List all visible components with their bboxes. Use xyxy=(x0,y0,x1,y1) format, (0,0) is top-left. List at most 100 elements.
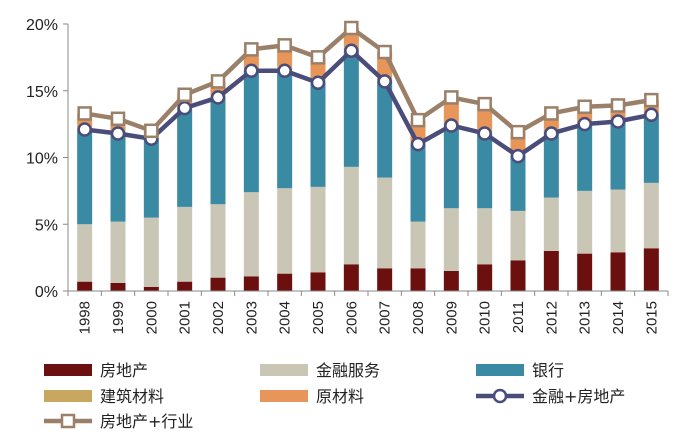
bar-segment xyxy=(543,250,559,291)
bar-segment xyxy=(243,276,259,291)
x-tick-label: 2004 xyxy=(277,301,294,334)
bar-segment xyxy=(377,177,393,269)
x-tick-label: 2011 xyxy=(510,301,527,333)
legend-swatch xyxy=(260,364,308,376)
line-point xyxy=(644,107,659,123)
line-point xyxy=(210,90,226,105)
x-tick-label: 2003 xyxy=(243,301,260,334)
y-tick-label: 5% xyxy=(35,217,58,234)
x-tick-label: 2008 xyxy=(410,301,427,334)
bar-segment xyxy=(377,268,393,291)
bar-segment xyxy=(177,206,193,282)
line-point xyxy=(544,106,559,121)
legend-label: 建筑材料 xyxy=(100,387,164,406)
legend-marker-icon xyxy=(60,413,76,429)
series-line xyxy=(84,48,652,159)
x-tick-label: 2012 xyxy=(543,301,560,334)
line-point xyxy=(177,87,192,103)
bar-segment xyxy=(77,129,93,225)
line-point xyxy=(310,50,326,65)
series-line xyxy=(84,25,652,135)
line-point xyxy=(344,20,359,36)
bar-segment xyxy=(477,105,493,130)
y-tick-label: 10% xyxy=(26,151,58,168)
legend-label: 房地产+行业 xyxy=(100,412,193,431)
line-point xyxy=(544,126,559,141)
x-tick-label: 2001 xyxy=(177,301,194,334)
line-point xyxy=(610,114,626,129)
line-point xyxy=(577,99,592,115)
line-point xyxy=(210,74,226,89)
bar-segment xyxy=(310,186,326,273)
bar-segment xyxy=(277,72,293,189)
bar-segment xyxy=(177,109,193,207)
line-point xyxy=(110,126,126,141)
y-tick-label: 15% xyxy=(26,84,58,101)
bar-segment xyxy=(643,182,659,249)
bar-segment xyxy=(610,189,626,253)
bar-segment xyxy=(343,50,359,167)
line-point xyxy=(477,126,492,141)
bar-segment xyxy=(543,197,559,251)
legend-label: 房地产 xyxy=(100,361,148,380)
axes-layer: 0% 5% 10% 15% 20% 1998 1999 2000 2001 2002 2003 200… xyxy=(26,17,669,334)
line-point xyxy=(644,92,659,108)
line-point xyxy=(510,148,526,164)
legend-swatch xyxy=(260,390,308,402)
bar-segment xyxy=(310,82,326,187)
line-point xyxy=(444,90,459,105)
bar-segment xyxy=(643,248,659,291)
x-tick-label: 2006 xyxy=(343,301,360,334)
line-point xyxy=(610,98,626,113)
legend-label: 金融+房地产 xyxy=(532,387,625,406)
line-point xyxy=(144,123,159,139)
bar-segment xyxy=(143,286,159,291)
line-point xyxy=(110,111,126,127)
line-point xyxy=(477,96,492,112)
line-point xyxy=(177,100,192,116)
legend-label: 银行 xyxy=(532,361,564,380)
y-tick-label: 0% xyxy=(35,284,58,301)
bar-segment xyxy=(77,224,93,282)
legend-swatch xyxy=(476,364,524,376)
bar-segment xyxy=(277,273,293,291)
x-tick-label: 2007 xyxy=(377,301,394,334)
bar-segment xyxy=(243,70,259,193)
bar-segment xyxy=(143,217,159,287)
legend-swatch xyxy=(44,390,92,402)
bar-segment xyxy=(577,253,593,291)
bar-segment xyxy=(410,144,426,222)
legend-label: 原材料 xyxy=(316,387,364,406)
bar-segment xyxy=(110,133,126,222)
x-tick-label: 1998 xyxy=(77,301,94,334)
bar-segment xyxy=(243,192,259,277)
bar-segment xyxy=(210,204,226,278)
x-tick-label: 2002 xyxy=(210,301,227,334)
line-point xyxy=(277,63,292,78)
bar-segment xyxy=(510,210,526,261)
bar-segment xyxy=(310,272,326,291)
bar-segment xyxy=(210,277,226,291)
bar-segment xyxy=(477,133,493,209)
lines-layer xyxy=(77,20,659,164)
bar-segment xyxy=(477,208,493,265)
bar-segment xyxy=(110,282,126,291)
bar-segment xyxy=(77,281,93,291)
bar-segment xyxy=(577,190,593,254)
bar-segment xyxy=(577,124,593,191)
bar-segment xyxy=(377,81,393,178)
line-point xyxy=(77,106,92,121)
line-point xyxy=(244,42,259,57)
bar-segment xyxy=(610,252,626,291)
x-tick-label: 2015 xyxy=(643,301,660,334)
x-tick-label: 2009 xyxy=(443,301,460,334)
legend-marker-icon xyxy=(492,388,508,404)
x-tick-label: 2010 xyxy=(477,301,494,334)
bar-segment xyxy=(143,138,159,218)
bar-segment xyxy=(510,260,526,291)
bar-segment xyxy=(610,121,626,190)
bar-segment xyxy=(543,132,559,198)
line-point xyxy=(77,122,92,137)
